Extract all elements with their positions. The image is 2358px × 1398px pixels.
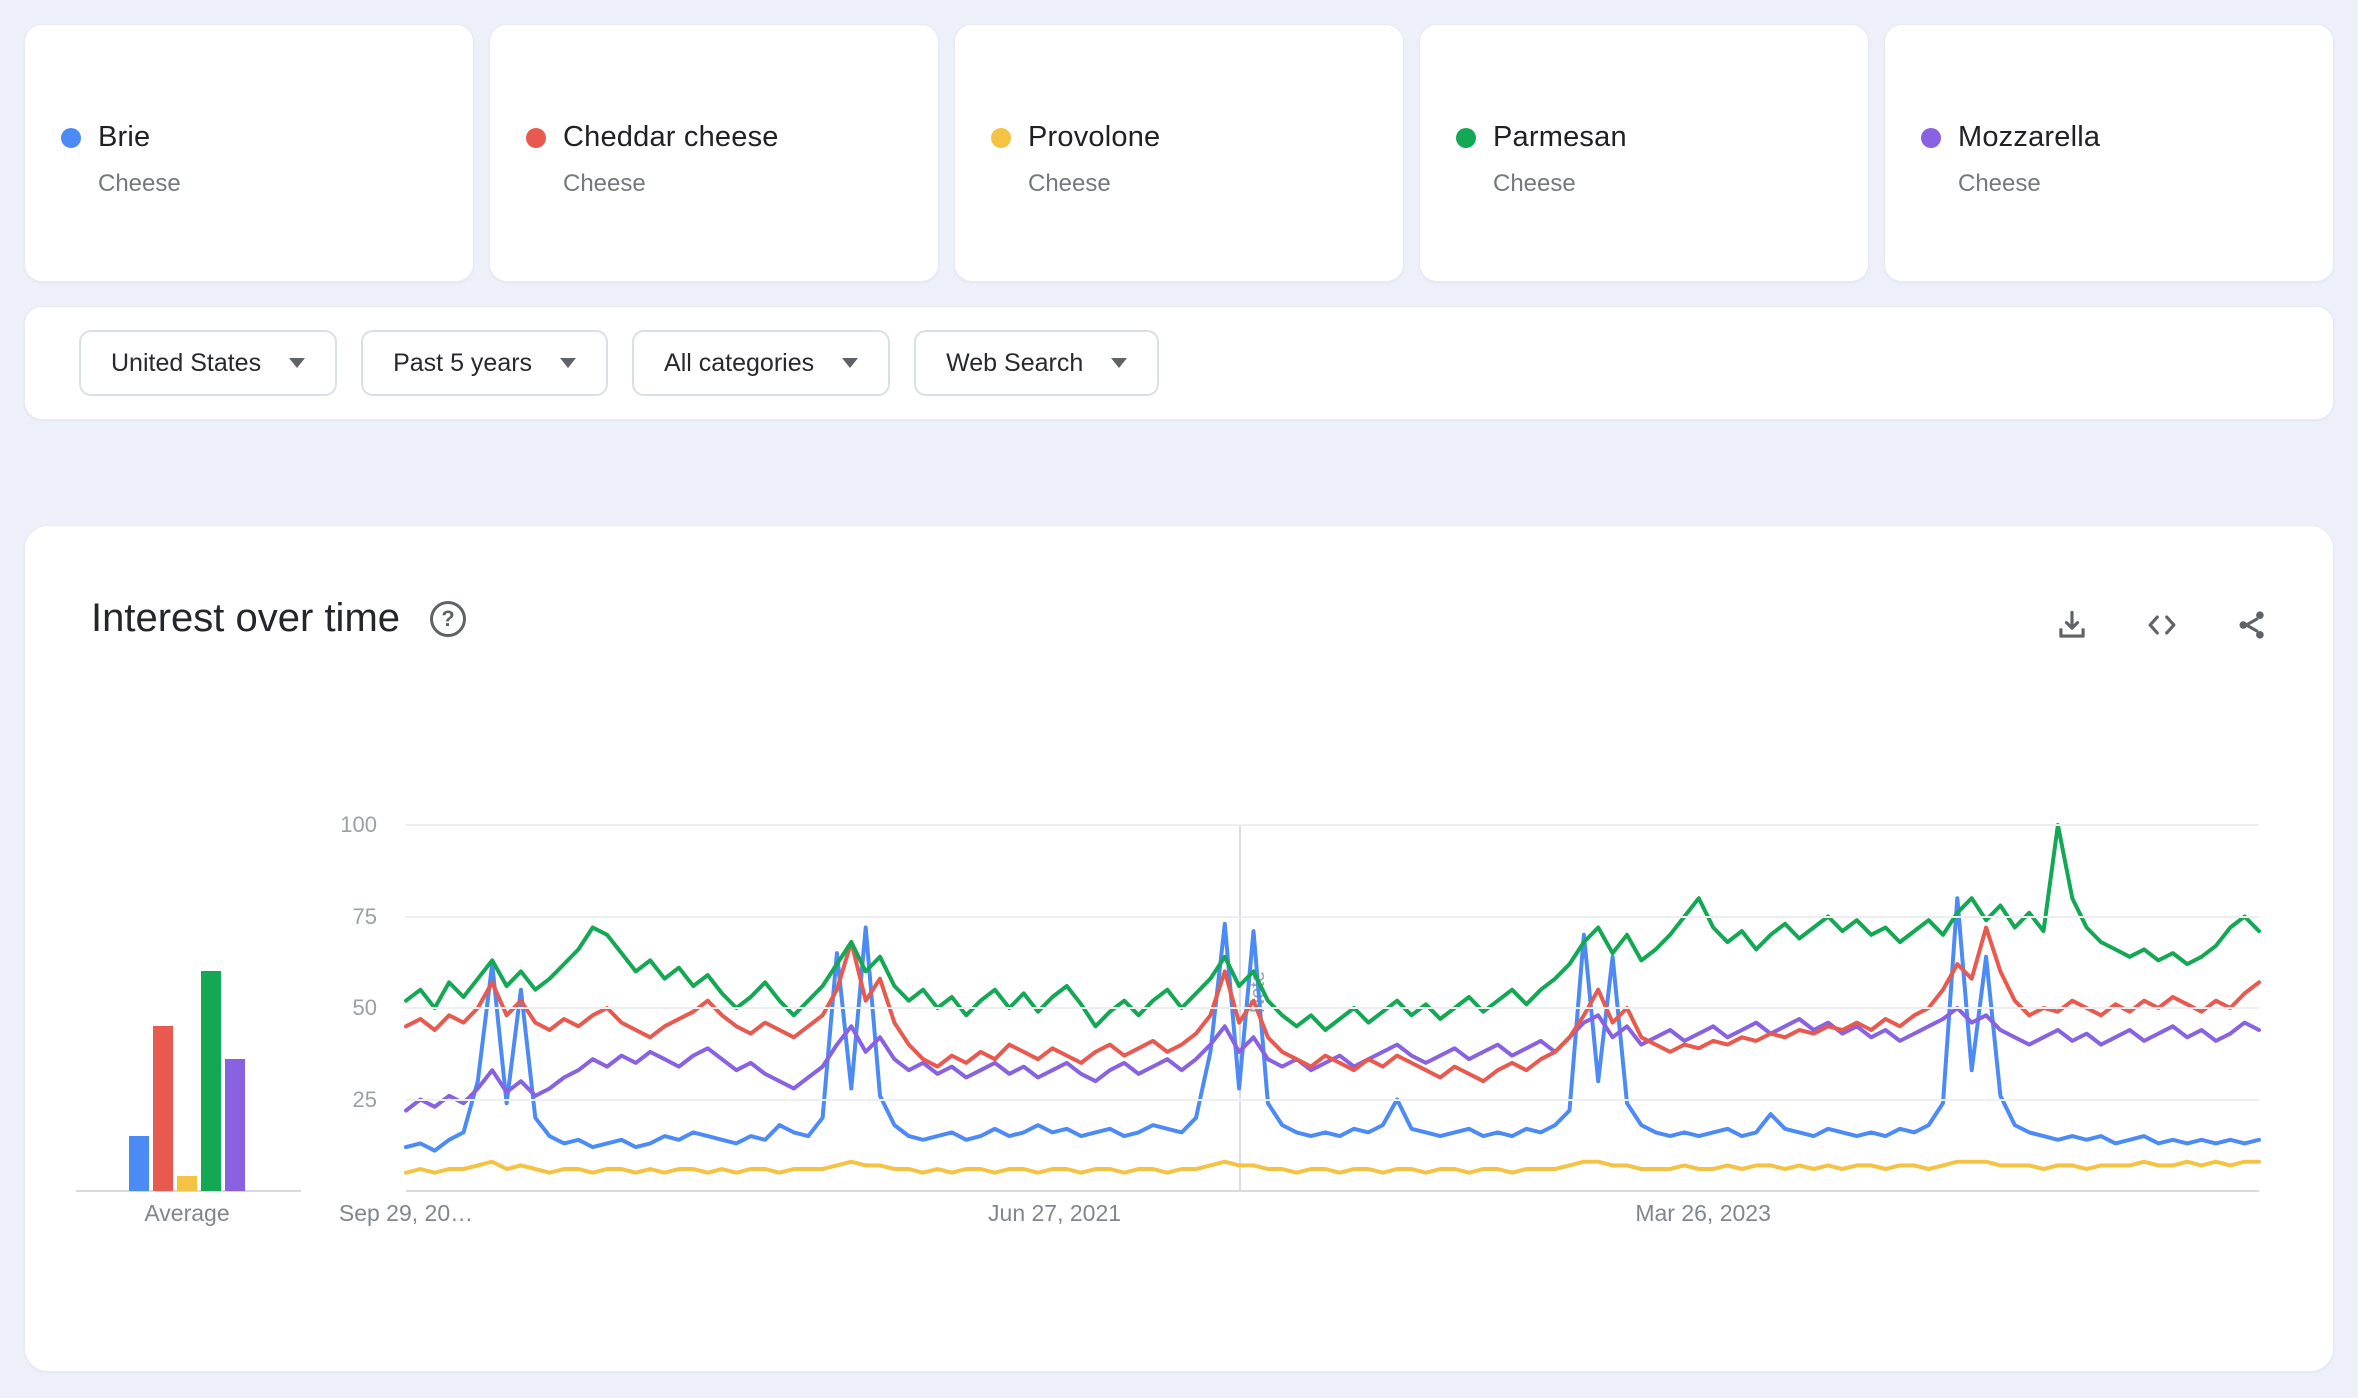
term-cards-row: Brie Cheese Cheddar cheese Cheese Provol…: [24, 24, 2334, 282]
gridline-50: [406, 1007, 2259, 1009]
term-card-cheddar-cheese[interactable]: Cheddar cheese Cheese: [489, 24, 939, 282]
trend-line-provolone: [404, 1159, 2261, 1175]
term-card-header: Parmesan: [1456, 121, 1844, 154]
term-label: Mozzarella: [1958, 121, 2101, 153]
gridline-25: [406, 1098, 2259, 1101]
average-bars: [129, 825, 245, 1191]
download-icon[interactable]: [2053, 606, 2091, 644]
average-bar-mozzarella: [225, 1059, 245, 1191]
filter-dropdown-united-states[interactable]: United States: [79, 330, 338, 396]
trend-line-parmesan: [404, 823, 2261, 1032]
term-label: Parmesan: [1493, 121, 1627, 153]
x-axis-label-0: Sep 29, 20…: [338, 1200, 474, 1226]
term-card-header: Brie: [61, 121, 449, 154]
x-axis-label-1: Jun 27, 2021: [988, 1200, 1122, 1226]
filter-dropdown-all-categories[interactable]: All categories: [632, 330, 891, 396]
term-card-header: Mozzarella: [1921, 121, 2309, 154]
term-category: Cheese: [98, 170, 181, 197]
term-color-dot: [1456, 127, 1476, 148]
filters-bar: United States Past 5 years All categorie…: [24, 306, 2334, 420]
term-label: Brie: [98, 121, 151, 153]
term-category: Cheese: [1028, 170, 1111, 197]
average-label: Average: [144, 1200, 230, 1226]
average-bar-cheddar-cheese: [153, 1026, 173, 1191]
term-color-dot: [991, 127, 1011, 148]
term-card-mozzarella[interactable]: Mozzarella Cheese: [1884, 24, 2334, 282]
y-axis-label-25: 25: [352, 1086, 377, 1112]
term-card-brie[interactable]: Brie Cheese: [24, 24, 474, 282]
chevron-down-icon: [842, 358, 859, 368]
average-chart-baseline: [76, 1190, 301, 1192]
share-icon[interactable]: [2233, 606, 2271, 644]
chevron-down-icon: [560, 358, 577, 368]
x-axis-label-2: Mar 26, 2023: [1635, 1200, 1771, 1226]
term-label: Provolone: [1028, 121, 1161, 153]
term-category: Cheese: [563, 170, 646, 197]
average-bar-parmesan: [201, 971, 221, 1191]
term-color-dot: [526, 127, 546, 148]
chart-title: Interest over time: [91, 596, 401, 640]
x-axis-baseline: [406, 1190, 2259, 1192]
help-icon[interactable]: ?: [430, 600, 467, 637]
term-card-header: Cheddar cheese: [526, 121, 914, 154]
average-bar-provolone: [177, 1176, 197, 1191]
embed-icon[interactable]: [2143, 606, 2181, 644]
y-axis-label-50: 50: [352, 995, 377, 1020]
term-category: Cheese: [1958, 170, 2041, 197]
chevron-down-icon: [289, 358, 306, 368]
term-label: Cheddar cheese: [563, 121, 779, 153]
term-category: Cheese: [1493, 170, 1576, 197]
average-bar-brie: [129, 1136, 149, 1191]
trend-line-brie: [404, 896, 2261, 1153]
gridline-75: [406, 915, 2259, 918]
term-card-provolone[interactable]: Provolone Cheese: [954, 24, 1404, 282]
y-axis-label-75: 75: [352, 903, 377, 929]
gridline-100: [406, 824, 2259, 826]
filter-label: Web Search: [946, 348, 1084, 377]
filter-dropdown-past-5-years[interactable]: Past 5 years: [361, 330, 609, 396]
filter-label: All categories: [664, 348, 815, 377]
chart-header: Interest over time ?: [91, 596, 467, 641]
chevron-down-icon: [1111, 358, 1128, 368]
term-card-parmesan[interactable]: Parmesan Cheese: [1419, 24, 1869, 282]
trend-lines-svg[interactable]: [404, 823, 2261, 1191]
term-card-header: Provolone: [991, 121, 1379, 154]
interest-over-time-card: Interest over time ? Note Average 100 75 5…: [24, 525, 2334, 1372]
filter-label: Past 5 years: [393, 348, 533, 377]
chart-actions: [2053, 606, 2271, 644]
term-color-dot: [1921, 127, 1941, 148]
filter-dropdown-web-search[interactable]: Web Search: [914, 330, 1160, 396]
y-axis-label-100: 100: [340, 812, 377, 837]
term-color-dot: [61, 127, 81, 148]
filter-label: United States: [111, 348, 262, 377]
